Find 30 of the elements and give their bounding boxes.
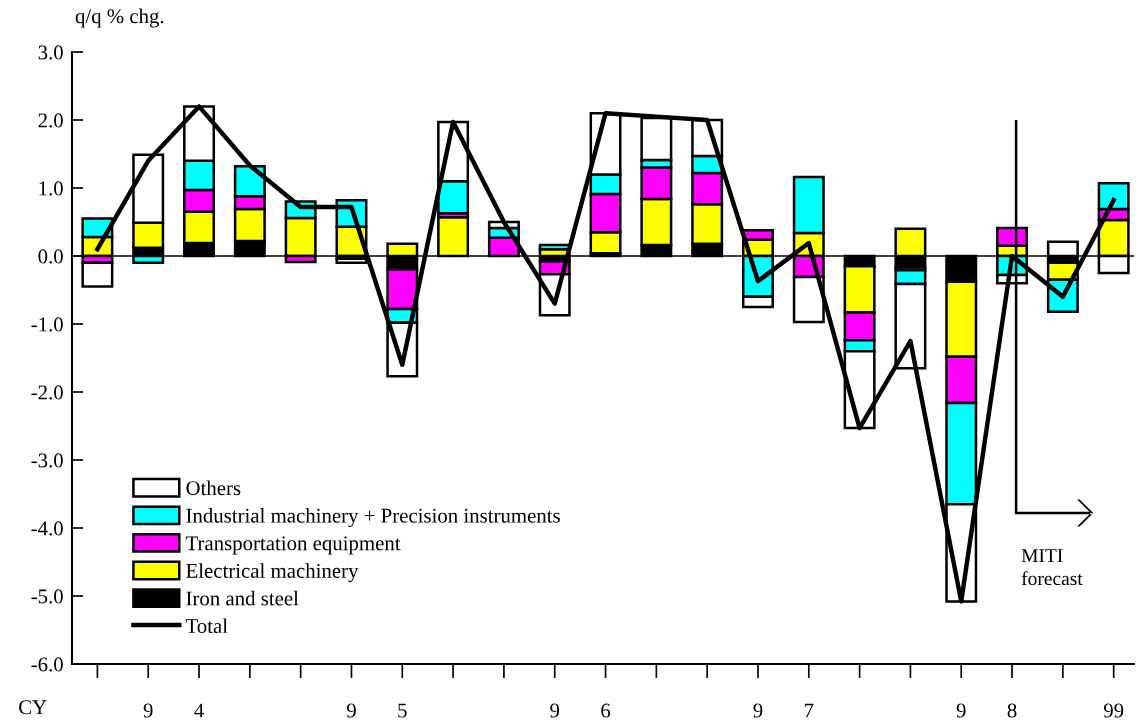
y-tick-label: -5.0: [31, 589, 63, 604]
x-tick-label: 4: [194, 703, 204, 718]
x-tick-label: 8: [1007, 703, 1017, 718]
x-tick-label: 9: [753, 703, 763, 718]
x-tick-label: 9: [346, 703, 356, 718]
y-tick-label: 2.0: [38, 113, 63, 128]
x-tick-label: 9: [143, 703, 153, 718]
y-tick-label: 3.0: [38, 45, 63, 60]
x-tick-label: 7: [804, 703, 814, 718]
y-tick-label: -1.0: [31, 317, 63, 332]
legend-label: Transportation equipment: [185, 536, 401, 555]
x-tick-label: 9: [550, 703, 560, 718]
y-axis-title: q/q % chg.: [75, 8, 164, 28]
x-tick-label: 5: [398, 703, 407, 718]
legend-label: Total: [185, 618, 228, 634]
y-tick-label: -4.0: [31, 521, 63, 536]
x-tick-label: 99: [1103, 703, 1124, 718]
annotation: MITI forecast: [1021, 549, 1083, 586]
y-tick-label: -2.0: [31, 385, 63, 400]
legend-label: Iron and steel: [186, 590, 299, 606]
legend-label: Industrial machinery + Precision instruments: [186, 508, 560, 527]
y-tick-label: 1.0: [39, 181, 63, 196]
legend-label: Others: [186, 480, 241, 496]
y-tick-label: -3.0: [31, 453, 63, 468]
text: CY: [19, 700, 47, 715]
x-tick-label: 6: [601, 703, 611, 718]
y-tick-label: 0.0: [38, 249, 63, 264]
x-tick-label: 9: [956, 703, 966, 718]
legend-label: Electrical machinery: [186, 563, 359, 583]
y-tick-label: -6.0: [31, 657, 63, 672]
